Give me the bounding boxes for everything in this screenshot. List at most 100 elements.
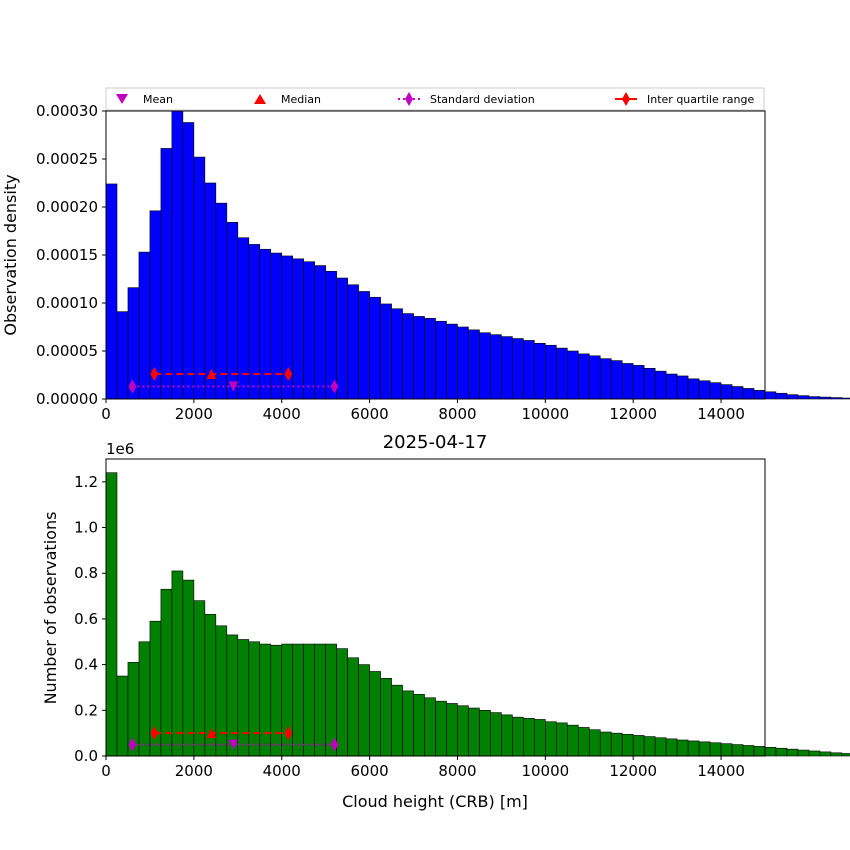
density-bar bbox=[479, 332, 491, 400]
density-x-tick-label: 4000 bbox=[263, 405, 301, 423]
density-bar bbox=[720, 384, 733, 400]
count-y-tick-label: 0.8 bbox=[74, 564, 98, 582]
density-bar bbox=[731, 386, 744, 400]
count-title: 2025-04-17 bbox=[383, 432, 488, 453]
count-bar bbox=[424, 697, 436, 757]
count-bar bbox=[775, 747, 788, 757]
count-bar bbox=[687, 740, 700, 757]
count-y-tick-label: 1.2 bbox=[74, 473, 98, 491]
density-bar bbox=[105, 183, 118, 400]
count-bar bbox=[182, 579, 195, 757]
density-y-tick-label: 0.00030 bbox=[36, 102, 98, 120]
count-bar bbox=[577, 727, 590, 757]
count-x-tick-label: 4000 bbox=[263, 762, 301, 780]
count-bar bbox=[808, 750, 821, 757]
density-bar bbox=[577, 353, 590, 400]
count-x-tick-label: 8000 bbox=[438, 762, 476, 780]
density-x-tick-label: 12000 bbox=[609, 405, 657, 423]
density-y-tick-label: 0.00005 bbox=[36, 342, 98, 360]
density-bar bbox=[270, 252, 283, 400]
density-bar bbox=[424, 318, 436, 400]
density-bar bbox=[138, 251, 151, 400]
count-bar bbox=[457, 705, 469, 757]
count-bar bbox=[556, 722, 568, 757]
density-y-ticks: 0.00000 0.00005 0.00010 0.00015 0.00020 0.000… bbox=[36, 102, 106, 408]
density-y-tick-label: 0.00020 bbox=[36, 198, 98, 216]
count-bar bbox=[819, 751, 832, 757]
density-bar bbox=[830, 397, 843, 400]
density-median-marker bbox=[206, 369, 217, 380]
count-bar bbox=[468, 707, 480, 757]
density-bar bbox=[764, 391, 777, 400]
count-bar bbox=[160, 588, 173, 757]
count-bar bbox=[435, 700, 447, 757]
density-x-tick-label: 0 bbox=[101, 405, 111, 423]
density-bar bbox=[369, 296, 381, 400]
count-bar bbox=[116, 675, 129, 757]
count-bar bbox=[764, 747, 777, 757]
density-bar bbox=[523, 340, 535, 400]
density-bar bbox=[786, 394, 799, 400]
count-y-ticks: 0.0 0.2 0.4 0.6 0.8 1.0 1.2 bbox=[74, 473, 106, 765]
density-y-tick-label: 0.00000 bbox=[36, 390, 98, 408]
density-bar bbox=[742, 388, 755, 400]
count-x-tick-label: 0 bbox=[101, 762, 111, 780]
count-bar bbox=[643, 736, 656, 757]
density-bar bbox=[841, 397, 850, 400]
density-bar bbox=[819, 396, 832, 400]
count-panel: 2025-04-17 1e6 0 2000 4000 6000 8000 10000 120… bbox=[41, 432, 850, 811]
density-bar bbox=[402, 313, 414, 400]
count-y-tick-label: 0.4 bbox=[74, 656, 98, 674]
density-bar bbox=[380, 303, 392, 400]
legend-median-marker bbox=[254, 94, 266, 104]
density-bar bbox=[599, 358, 612, 400]
count-bar bbox=[534, 719, 546, 757]
count-y-tick-label: 0.2 bbox=[74, 701, 98, 719]
density-x-tick-label: 2000 bbox=[175, 405, 213, 423]
count-bar bbox=[314, 643, 326, 757]
density-bar bbox=[632, 365, 645, 400]
density-bar bbox=[490, 334, 502, 400]
count-x-tick-label: 2000 bbox=[175, 762, 213, 780]
count-bar bbox=[292, 643, 305, 757]
count-bar bbox=[105, 472, 118, 757]
density-x-tick-label: 10000 bbox=[521, 405, 569, 423]
density-bar bbox=[391, 308, 403, 400]
density-bar bbox=[204, 182, 217, 400]
legend-std-label: Standard deviation bbox=[430, 93, 535, 106]
count-bar bbox=[753, 746, 766, 757]
density-bar bbox=[215, 202, 228, 400]
density-bar bbox=[808, 396, 821, 400]
density-bar bbox=[654, 370, 667, 400]
count-bar bbox=[336, 648, 348, 757]
count-bar bbox=[512, 716, 524, 757]
count-bar bbox=[698, 741, 711, 757]
count-std-high-marker bbox=[330, 737, 339, 752]
density-bar bbox=[468, 329, 480, 400]
density-bar bbox=[566, 350, 579, 400]
density-bar bbox=[676, 375, 689, 400]
count-axes-frame bbox=[105, 458, 766, 757]
density-bar bbox=[588, 355, 601, 400]
density-std-high-marker bbox=[330, 379, 339, 394]
legend-std-marker bbox=[405, 92, 413, 106]
density-std-low-marker bbox=[128, 379, 137, 394]
count-bar bbox=[676, 739, 689, 757]
density-bar bbox=[753, 390, 766, 400]
count-bar bbox=[303, 643, 315, 757]
count-bar bbox=[545, 721, 557, 757]
density-iqr-low-marker bbox=[150, 367, 159, 382]
density-bar bbox=[610, 360, 623, 400]
count-bar bbox=[413, 694, 425, 757]
count-bar bbox=[709, 742, 722, 757]
density-bar bbox=[248, 244, 261, 400]
density-mean-marker bbox=[228, 381, 239, 392]
density-x-tick-label: 6000 bbox=[351, 405, 389, 423]
density-bar bbox=[160, 148, 173, 400]
density-stat-markers bbox=[128, 367, 339, 394]
count-bar bbox=[446, 703, 458, 757]
density-x-ticks: 0 2000 4000 6000 8000 10000 12000 14000 bbox=[101, 399, 745, 423]
count-bar bbox=[742, 745, 755, 757]
density-y-tick-label: 0.00025 bbox=[36, 150, 98, 168]
